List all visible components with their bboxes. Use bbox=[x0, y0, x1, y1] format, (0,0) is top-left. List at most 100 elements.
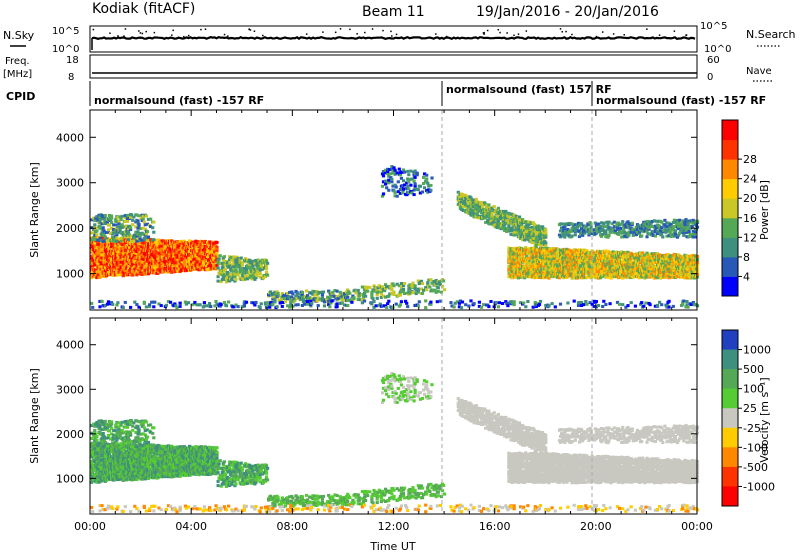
echo-cell bbox=[222, 274, 226, 278]
echo-cell bbox=[511, 215, 515, 219]
echo-cell bbox=[392, 166, 396, 170]
echo-cell bbox=[525, 265, 529, 269]
echo-cell bbox=[123, 216, 127, 219]
echo-cell bbox=[131, 240, 135, 244]
echo-cell bbox=[250, 277, 254, 281]
nsky-left-tick-bottom: 10^0 bbox=[52, 44, 79, 55]
echo-cell bbox=[113, 237, 117, 240]
echo-cell bbox=[472, 198, 476, 202]
echo-cell bbox=[135, 244, 139, 248]
echo-cell bbox=[229, 273, 233, 277]
echo-cell bbox=[556, 274, 560, 277]
echo-cell bbox=[129, 215, 133, 219]
echo-cell bbox=[165, 262, 170, 266]
echo-cell bbox=[481, 203, 485, 206]
echo-cell bbox=[505, 221, 509, 225]
echo-cell bbox=[130, 234, 134, 238]
echo-cell bbox=[189, 252, 193, 256]
echo-cell bbox=[144, 236, 148, 240]
nsearch-dot bbox=[371, 28, 374, 30]
echo-cell bbox=[181, 263, 185, 267]
nsearch-dot bbox=[227, 35, 229, 37]
echo-cell bbox=[149, 225, 153, 229]
echo-cell bbox=[642, 266, 646, 270]
echo-cell bbox=[232, 265, 236, 269]
echo-cell bbox=[106, 244, 111, 248]
echo-cell bbox=[523, 276, 527, 280]
echo-cell bbox=[621, 230, 625, 234]
echo-cell bbox=[416, 279, 420, 283]
echo-cell bbox=[487, 203, 491, 207]
echo-cell bbox=[529, 227, 533, 231]
echo-cell bbox=[233, 275, 237, 279]
echo-cell bbox=[518, 221, 523, 225]
echo-cell bbox=[141, 226, 145, 230]
echo-cell bbox=[511, 252, 515, 256]
echo-cell bbox=[272, 295, 276, 299]
echo-cell bbox=[490, 215, 494, 218]
echo-cell bbox=[170, 270, 174, 274]
echo-cell bbox=[564, 223, 568, 227]
echo-cell bbox=[114, 219, 118, 223]
nsearch-dot bbox=[391, 35, 393, 37]
echo-cell bbox=[583, 231, 587, 235]
echo-cell bbox=[397, 167, 401, 171]
echo-cell bbox=[544, 270, 548, 274]
echo-cell bbox=[412, 179, 416, 183]
echo-cell bbox=[370, 293, 374, 296]
echo-cell bbox=[384, 168, 388, 172]
echo-cell bbox=[99, 239, 103, 243]
echo-cell bbox=[536, 269, 540, 273]
echo-cell bbox=[436, 289, 440, 293]
echo-cell bbox=[689, 255, 693, 259]
echo-cell bbox=[527, 220, 531, 224]
echo-cell bbox=[114, 259, 118, 263]
echo-cell bbox=[566, 228, 570, 231]
echo-cell bbox=[493, 215, 497, 219]
echo-cell bbox=[132, 263, 136, 266]
echo-cell bbox=[505, 230, 509, 233]
echo-cell bbox=[207, 268, 211, 272]
echo-cell bbox=[545, 246, 549, 250]
echo-cell bbox=[595, 225, 599, 229]
echo-cell bbox=[246, 271, 250, 275]
echo-cell bbox=[557, 233, 562, 237]
echo-cell bbox=[462, 204, 466, 208]
echo-cell bbox=[425, 189, 429, 193]
echo-cell bbox=[400, 170, 405, 174]
echo-cell bbox=[639, 229, 643, 233]
echo-cell bbox=[506, 217, 510, 221]
echo-cell bbox=[100, 265, 104, 268]
echo-cell bbox=[599, 229, 603, 233]
echo-cell bbox=[112, 228, 116, 231]
nsearch-dot bbox=[305, 33, 308, 35]
echo-cell bbox=[635, 228, 640, 231]
nsearch-dot bbox=[517, 33, 520, 35]
echo-cell bbox=[216, 254, 220, 258]
echo-cell bbox=[401, 187, 406, 191]
echo-cell bbox=[420, 190, 425, 194]
nsearch-dot bbox=[685, 34, 688, 36]
echo-cell bbox=[313, 290, 317, 294]
echo-cell bbox=[618, 223, 622, 227]
echo-cell bbox=[376, 286, 380, 290]
echo-cell bbox=[525, 222, 529, 226]
echo-cell bbox=[391, 282, 395, 286]
echo-cell bbox=[156, 257, 160, 261]
echo-cell bbox=[294, 294, 298, 298]
echo-cell bbox=[692, 265, 696, 269]
echo-cell bbox=[476, 209, 480, 212]
echo-cell bbox=[613, 229, 617, 233]
nsearch-dot bbox=[248, 28, 251, 31]
nsky-label: N.Sky bbox=[3, 29, 35, 42]
echo-cell bbox=[527, 223, 531, 226]
echo-cell bbox=[104, 255, 108, 259]
echo-cell bbox=[242, 267, 246, 270]
echo-cell bbox=[418, 184, 422, 188]
echo-cell bbox=[632, 265, 636, 269]
echo-cell bbox=[152, 246, 156, 249]
echo-cell bbox=[103, 214, 107, 217]
echo-cell bbox=[502, 213, 506, 217]
echo-cell bbox=[141, 214, 145, 218]
echo-cell bbox=[120, 226, 124, 229]
